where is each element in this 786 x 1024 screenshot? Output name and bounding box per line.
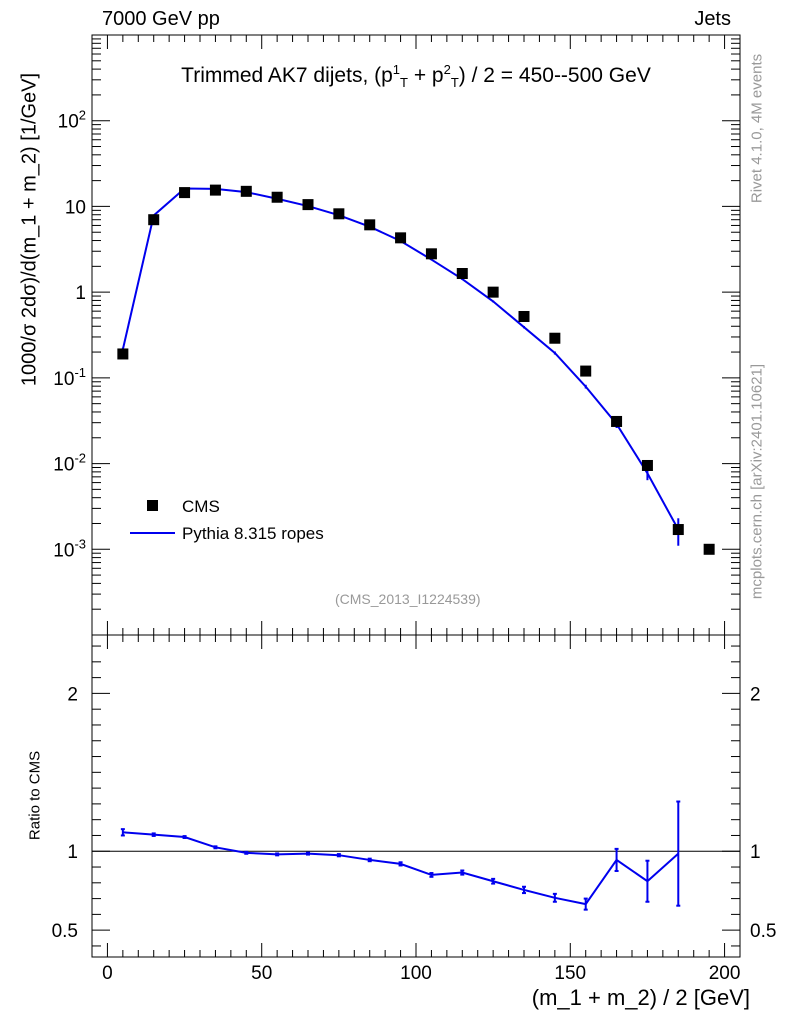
data-point	[179, 187, 191, 199]
ratio-plot-frame	[91, 634, 741, 958]
data-point	[148, 214, 160, 226]
ratio-y-axis-ticks	[92, 645, 740, 947]
title-sup-1: 1	[392, 62, 401, 77]
x-tick-label: 50	[251, 963, 272, 984]
x-tick-label: 0	[102, 963, 113, 984]
main-y-axis-ticks	[92, 38, 740, 636]
data-point	[271, 191, 283, 203]
ratio-y-tick-label: 0.5	[52, 921, 78, 942]
legend-data-label: CMS	[182, 497, 220, 516]
x-tick-label: 100	[400, 963, 432, 984]
title-mid: + p	[407, 64, 444, 87]
x-axis-ticks	[106, 35, 726, 957]
legend-data-marker	[147, 500, 158, 511]
data-point	[549, 332, 561, 344]
data-point	[703, 543, 715, 555]
main-y-axis-label: 1000/σ 2dσ)/d(m_1 + m_2) [1/GeV]	[18, 72, 41, 387]
rivet-version-label: Rivet 4.1.0, 4M events	[748, 53, 766, 204]
data-point	[641, 459, 653, 471]
data-point	[425, 248, 437, 260]
ratio-series-line	[122, 831, 679, 906]
data-point	[580, 365, 592, 377]
legend-mc-label: Pythia 8.315 ropes	[182, 524, 324, 543]
ratio-y-tick-label-right: 2	[750, 684, 761, 705]
ratio-y-tick-label: 1	[67, 842, 78, 863]
header-jets-label: Jets	[694, 8, 731, 30]
header-energy-label: 7000 GeV pp	[102, 8, 220, 30]
ratio-y-axis-label: Ratio to CMS	[26, 750, 44, 841]
title-suffix: ) / 2 = 450--500 GeV	[458, 64, 651, 87]
data-point	[487, 286, 499, 298]
y-tick-label: 10-1	[53, 365, 86, 390]
analysis-reference: (CMS_2013_I1224539)	[335, 591, 481, 607]
data-point	[364, 219, 376, 231]
x-tick-label: 150	[554, 963, 586, 984]
y-tick-label: 1	[75, 283, 86, 304]
data-point	[117, 348, 129, 360]
main-plot-frame	[91, 34, 741, 636]
y-tick-label: 10-2	[53, 451, 86, 476]
data-point	[209, 184, 221, 196]
data-point	[302, 199, 314, 211]
ratio-y-tick-label-right: 1	[750, 842, 761, 863]
ratio-y-tick-label: 2	[67, 684, 78, 705]
data-point	[456, 268, 468, 280]
y-tick-label: 102	[58, 108, 86, 133]
y-tick-label: 10-3	[53, 536, 86, 561]
title-sub-1: T	[400, 75, 408, 91]
mcplots-label: mcplots.cern.ch [arXiv:2401.10621]	[748, 363, 766, 600]
data-point	[333, 208, 345, 220]
data-point	[395, 232, 407, 244]
data-point	[240, 185, 252, 197]
chart-title: Trimmed AK7 dijets, (p1T + p2T) / 2 = 45…	[92, 62, 740, 90]
data-point	[611, 415, 623, 427]
data-point	[672, 524, 684, 536]
y-tick-label: 10	[65, 197, 86, 218]
x-axis-label: (m_1 + m_2) / 2 [GeV]	[531, 985, 750, 1010]
data-point	[518, 310, 530, 322]
ratio-y-tick-label-right: 0.5	[750, 921, 776, 942]
x-tick-label: 200	[709, 963, 741, 984]
title-sub-2: T	[450, 75, 459, 91]
title-sup-2: 2	[443, 62, 451, 77]
title-prefix: Trimmed AK7 dijets, (p	[181, 64, 393, 87]
